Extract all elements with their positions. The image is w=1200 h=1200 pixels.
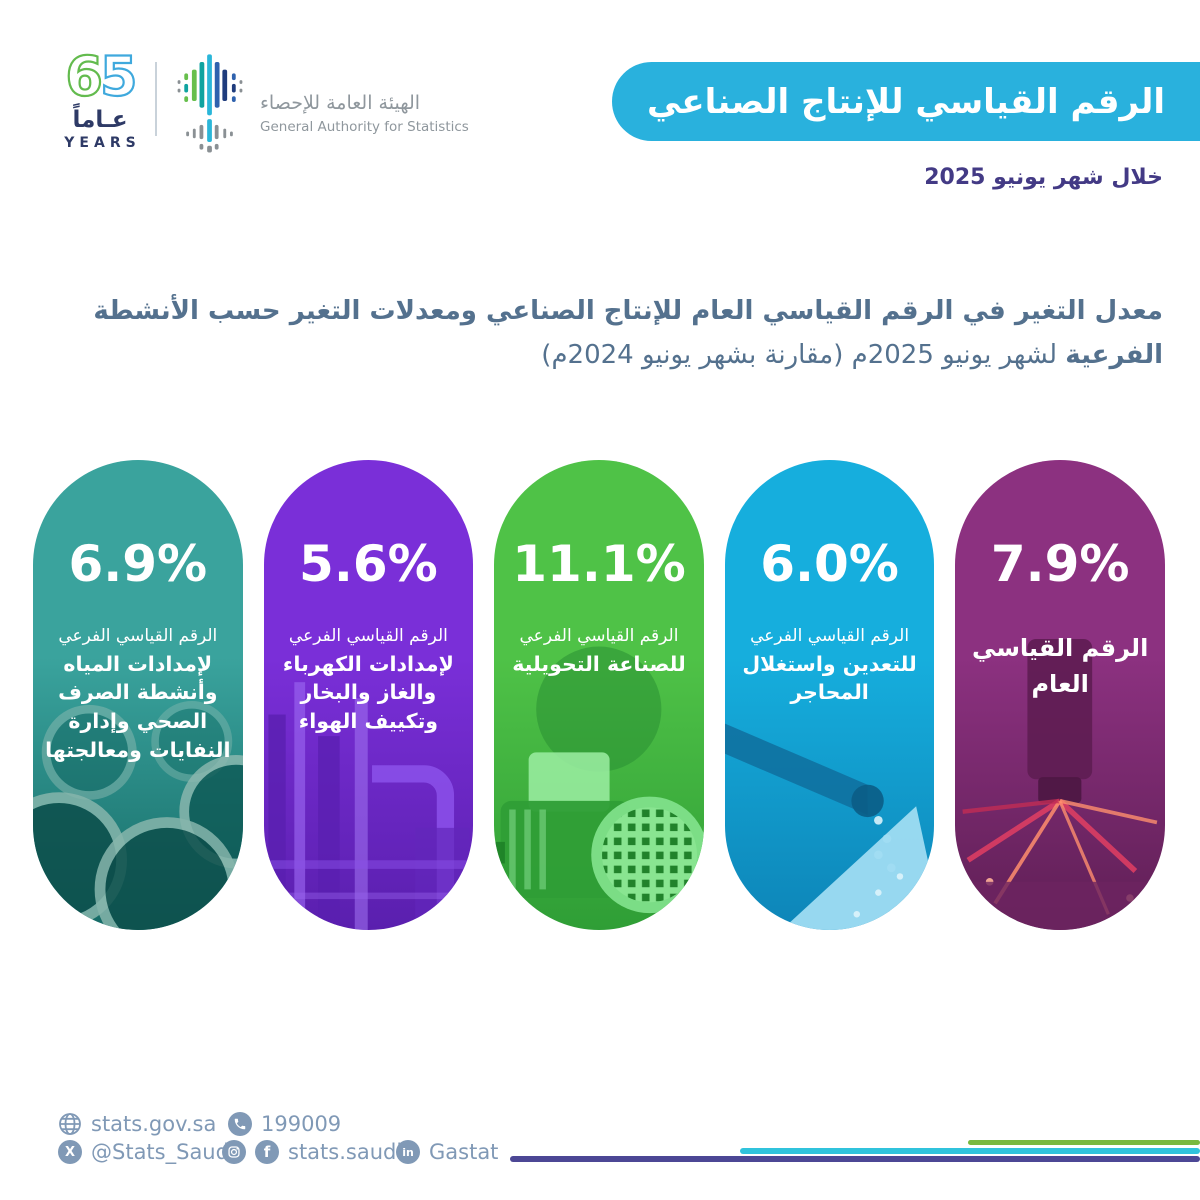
quarry-conveyor-image: [724, 639, 935, 930]
footer-phone[interactable]: 199009: [228, 1112, 341, 1136]
facebook-icon: f: [255, 1140, 279, 1164]
website-text: stats.gov.sa: [91, 1112, 217, 1136]
main-title-line1: معدل التغير في الرقم القياسي العام للإنت…: [93, 296, 1163, 326]
footer-linkedin-handle[interactable]: in Gastat: [396, 1140, 498, 1164]
globe-icon: [58, 1112, 82, 1136]
card-mining-quarrying-index: 6.0% الرقم القياسي الفرعي للتعدين واستغل…: [724, 460, 935, 930]
card-manufacturing-index: 11.1% الرقم القياسي الفرعي للصناعة التحو…: [494, 460, 704, 930]
phone-icon: [228, 1112, 252, 1136]
electricity-index-value: 5.6%: [299, 535, 438, 593]
manufacturing-index-label: للصناعة التحويلية: [512, 651, 686, 676]
mining-index-value: 6.0%: [760, 535, 899, 593]
electricity-index-sub-label: الرقم القياسي الفرعي: [288, 625, 448, 646]
card-water-supply-index: 6.9% الرقم القياسي الفرعي لإمدادات الميا…: [33, 460, 243, 930]
org-name-english: General Authority for Statistics: [260, 119, 469, 135]
phone-text: 199009: [261, 1112, 342, 1136]
mining-index-sub-label: الرقم القياسي الفرعي: [750, 625, 910, 646]
header-divider: [155, 62, 157, 136]
general-index-label: الرقم القياسي العام: [972, 633, 1149, 698]
water-index-sub-label: الرقم القياسي الفرعي: [58, 625, 218, 646]
footer-x-handle[interactable]: X @Stats_Saudi: [58, 1140, 235, 1164]
card-electricity-gas-index: 5.6% الرقم القياسي الفرعي لإمدادات الكهر…: [263, 460, 474, 930]
instagram-icon: [222, 1140, 246, 1164]
stat-cards-row: 6.9% الرقم القياسي الفرعي لإمدادات الميا…: [33, 460, 1165, 930]
stripe-green: [968, 1140, 1200, 1145]
linkedin-handle-text: Gastat: [429, 1140, 499, 1164]
org-name-arabic: الهيئة العامة للإحصاء: [260, 92, 421, 114]
electric-motor-image: [494, 639, 704, 930]
power-plant-image: [263, 639, 474, 930]
card-general-index: 7.9% الرقم القياسي العام: [955, 460, 1165, 930]
years-word-arabic: عـاماً: [72, 107, 128, 133]
social-handle-text: stats.saudi: [288, 1140, 403, 1164]
general-index-value: 7.9%: [990, 535, 1130, 593]
water-pipes-image: [33, 639, 243, 930]
org-name-block: الهيئة العامة للإحصاء General Authority …: [260, 92, 469, 135]
manufacturing-index-sub-label: الرقم القياسي الفرعي: [519, 625, 679, 646]
gastat-logo-icon: [170, 46, 250, 158]
linkedin-icon: in: [396, 1140, 420, 1164]
electricity-index-label: لإمدادات الكهرباء والغاز والبخار وتكييف …: [282, 651, 454, 733]
x-handle-text: @Stats_Saudi: [91, 1140, 235, 1164]
65-number: 65: [64, 45, 138, 108]
footer-website[interactable]: stats.gov.sa: [58, 1112, 216, 1136]
water-index-label: لإمدادات المياه وأنشطة الصرف الصحي وإدار…: [45, 651, 231, 762]
mining-index-label: للتعدين واستغلال المحاجر: [742, 651, 917, 705]
machining-sparks-image: [955, 638, 1165, 930]
years-word-english: YEARS: [64, 135, 141, 151]
water-index-value: 6.9%: [68, 535, 208, 593]
report-period: خلال شهر يونيو 2025: [924, 165, 1163, 190]
main-title: معدل التغير في الرقم القياسي العام للإنت…: [30, 289, 1163, 377]
report-title-banner: الرقم القياسي للإنتاج الصناعي: [612, 62, 1200, 141]
stripe-cyan: [740, 1148, 1200, 1154]
65-years-badge: 65 عـاماً YEARS: [52, 45, 148, 151]
main-title-line2-bold: الفرعية: [1065, 340, 1163, 371]
manufacturing-index-value: 11.1%: [512, 535, 686, 593]
x-icon: X: [58, 1140, 82, 1164]
main-title-line2: الفرعية لشهر يونيو 2025م (مقارنة بشهر يو…: [30, 333, 1163, 377]
stripe-purple: [510, 1156, 1200, 1162]
footer-social-handle[interactable]: f stats.saudi: [222, 1140, 402, 1164]
main-title-line2-rest: لشهر يونيو 2025م (مقارنة بشهر يونيو 2024…: [541, 340, 1066, 371]
